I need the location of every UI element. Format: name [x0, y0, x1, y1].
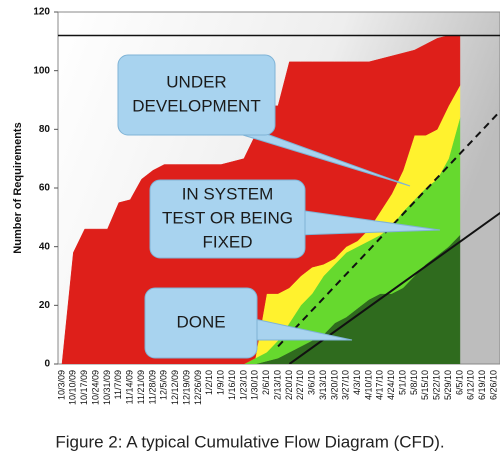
callout-text: IN SYSTEM — [182, 184, 274, 203]
callout-box — [117, 54, 276, 136]
x-tick-label: 11/14/09 — [125, 370, 135, 404]
y-tick-label: 40 — [39, 241, 51, 252]
x-tick-label: 1/30/10 — [250, 370, 260, 400]
caption: Figure 2: A typical Cumulative Flow Diag… — [55, 432, 444, 451]
x-tick-label: 4/10/10 — [363, 370, 373, 400]
x-tick-label: 11/28/09 — [147, 370, 157, 404]
x-tick-label: 4/17/10 — [375, 370, 385, 400]
x-tick-label: 12/12/09 — [170, 370, 180, 405]
callout-text: FIXED — [202, 232, 252, 251]
x-tick-label: 4/24/10 — [386, 370, 396, 400]
y-axis-title: Number of Requirements — [12, 122, 24, 253]
x-tick-label: 3/27/10 — [341, 370, 351, 400]
x-tick-label: 1/9/10 — [216, 370, 226, 395]
y-tick-label: 120 — [33, 7, 50, 18]
x-tick-label: 11/7/09 — [113, 370, 123, 399]
y-tick-label: 100 — [33, 65, 50, 76]
x-tick-label: 10/31/09 — [102, 370, 112, 405]
x-tick-label: 5/1/10 — [397, 370, 407, 395]
callout-text: UNDER — [166, 72, 226, 91]
x-tick-label: 6/12/10 — [466, 370, 476, 400]
y-tick-label: 20 — [39, 300, 51, 311]
x-tick-label: 2/13/10 — [272, 370, 282, 400]
x-tick-label: 1/16/10 — [227, 370, 237, 400]
x-tick-label: 2/20/10 — [284, 370, 294, 400]
callout-box — [149, 179, 306, 259]
x-tick-label: 11/21/09 — [136, 370, 146, 404]
callout-box — [144, 287, 258, 359]
x-tick-label: 12/5/09 — [159, 370, 169, 400]
x-tick-label: 1/23/10 — [238, 370, 248, 400]
x-tick-label: 12/26/09 — [193, 370, 203, 405]
y-tick-label: 0 — [44, 359, 50, 370]
callout-text: DEVELOPMENT — [132, 96, 260, 115]
x-tick-label: 10/10/09 — [68, 370, 78, 405]
callout-text: TEST OR BEING — [162, 208, 293, 227]
x-tick-label: 12/19/09 — [181, 370, 191, 405]
x-tick-label: 1/2/10 — [204, 370, 214, 395]
x-tick-label: 3/20/10 — [329, 370, 339, 400]
x-tick-label: 5/29/10 — [443, 370, 453, 400]
callout-text: DONE — [176, 312, 225, 331]
x-tick-label: 10/3/09 — [56, 370, 66, 400]
x-tick-label: 3/13/10 — [318, 370, 328, 400]
callout: DONE — [144, 287, 353, 359]
x-tick-label: 2/27/10 — [295, 370, 305, 400]
x-tick-label: 4/3/10 — [352, 370, 362, 395]
x-tick-label: 10/17/09 — [79, 370, 89, 405]
area — [62, 117, 461, 364]
x-tick-label: 3/6/10 — [307, 370, 317, 395]
x-tick-label: 2/6/10 — [261, 370, 271, 395]
y-tick-label: 60 — [39, 183, 51, 194]
x-tick-label: 6/26/10 — [488, 370, 498, 400]
callout: UNDER DEVELOPMENT — [117, 54, 411, 187]
x-tick-label: 5/15/10 — [420, 370, 430, 400]
x-tick-label: 5/22/10 — [432, 370, 442, 400]
x-tick-label: 5/8/10 — [409, 370, 419, 395]
x-tick-label: 10/24/09 — [90, 370, 100, 405]
x-tick-label: 6/19/10 — [477, 370, 487, 400]
callout: IN SYSTEM TEST OR BEING FIXED — [149, 179, 441, 259]
area — [62, 234, 461, 364]
x-tick-label: 6/5/10 — [454, 370, 464, 395]
y-tick-label: 80 — [39, 124, 51, 135]
